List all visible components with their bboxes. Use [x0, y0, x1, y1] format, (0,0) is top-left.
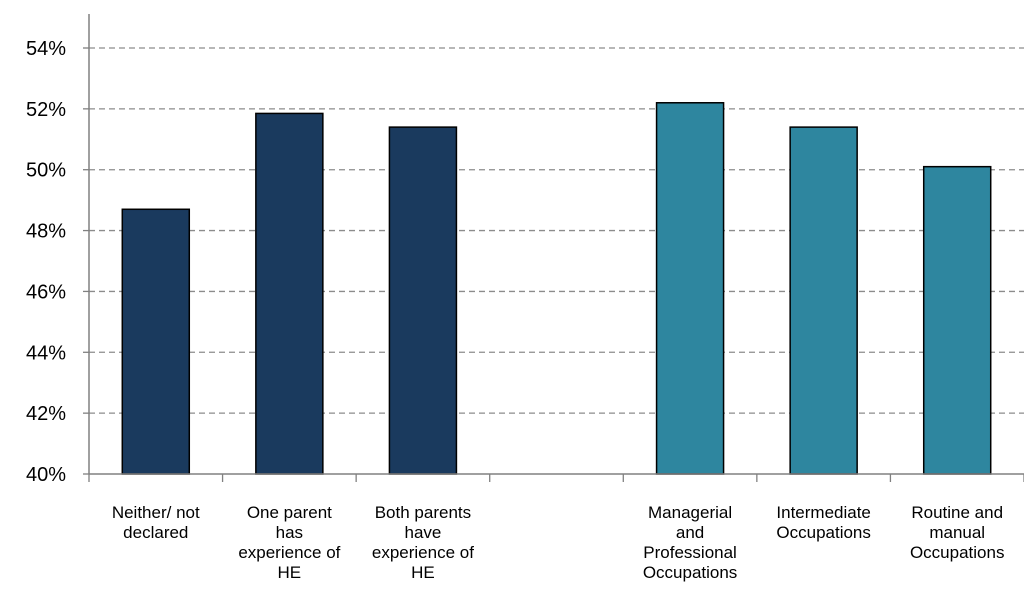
x-category-label: Neither/ not declared	[112, 503, 200, 542]
y-tick-label: 50%	[26, 160, 66, 182]
x-category-label: Intermediate Occupations	[776, 503, 871, 542]
y-tick-labels: 40% 42% 44% 46% 48% 50% 52% 54%	[26, 38, 66, 486]
y-tick-label: 42%	[26, 403, 66, 425]
y-tick-label: 48%	[26, 221, 66, 243]
axes	[83, 14, 1024, 482]
bar	[121, 208, 191, 475]
bars	[121, 102, 992, 475]
x-category-label: Both parents have experience of HE	[372, 503, 474, 582]
x-category-label: Managerial and Professional Occupations	[643, 503, 738, 582]
x-category-labels: Neither/ not declared One parent has experie…	[112, 503, 1005, 582]
bar	[655, 102, 725, 475]
y-tick-label: 46%	[26, 281, 66, 303]
bar	[388, 126, 458, 475]
x-category-label: Routine and manual Occupations	[910, 503, 1005, 562]
y-tick-label: 54%	[26, 38, 66, 60]
x-category-label: One parent has experience of HE	[238, 503, 340, 582]
y-tick-label: 44%	[26, 342, 66, 364]
gridlines	[89, 47, 1024, 414]
bar	[922, 165, 992, 475]
y-tick-label: 52%	[26, 99, 66, 121]
bar	[789, 126, 858, 475]
bar	[255, 112, 324, 475]
y-tick-label: 40%	[26, 464, 66, 486]
